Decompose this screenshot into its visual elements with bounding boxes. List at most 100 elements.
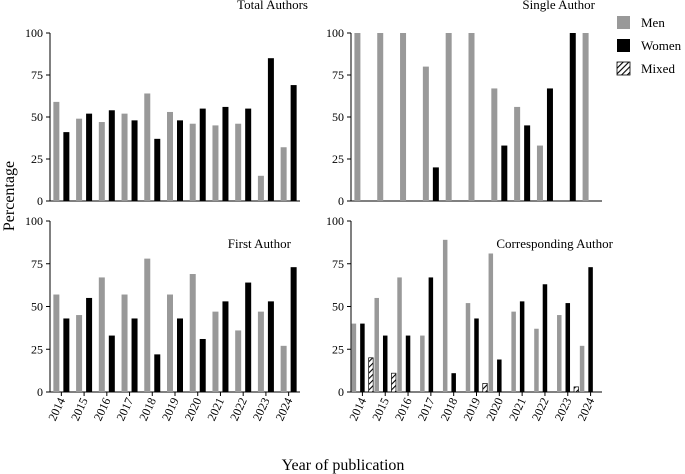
bar-women-2019 (474, 318, 479, 392)
y-tick-label: 25 (31, 152, 43, 166)
panel-title: Corresponding Author (496, 236, 613, 251)
bar-men-2014 (53, 294, 60, 392)
bar-men-2019 (167, 294, 173, 392)
x-tick-label: 2016 (91, 395, 114, 423)
y-tick-label: 75 (31, 257, 43, 271)
bar-women-2020 (497, 359, 502, 392)
panel-title: Single Author (522, 0, 595, 12)
x-axis-label: Year of publication (282, 457, 405, 474)
bar-women-2017 (131, 318, 138, 392)
bar-men-2020 (488, 253, 494, 392)
bar-women-2020 (199, 108, 206, 201)
bar-men-2016 (98, 277, 105, 392)
bar-men-2015 (76, 315, 83, 392)
bar-women-2021 (519, 301, 525, 392)
bar-mixed-2015 (391, 372, 397, 393)
bar-men-2023 (257, 175, 264, 201)
x-tick-label: 2014 (45, 395, 68, 423)
bar-women-2024 (290, 267, 297, 392)
bar-women-2023 (267, 301, 274, 392)
x-tick-label: 2018 (136, 395, 159, 423)
x-tick-label: 2020 (483, 395, 506, 423)
x-tick-label: 2021 (204, 395, 227, 423)
x-tick-label: 2024 (574, 395, 597, 423)
bar-women-2017 (131, 120, 138, 201)
bar-mixed-2023 (573, 386, 579, 393)
bar-women-2015 (382, 335, 388, 392)
bar-women-2019 (177, 120, 183, 201)
chart-panel-1: Total Authors 0 25 50 75 100 (25, 0, 308, 208)
legend-label: Women (641, 38, 682, 53)
y-tick-label: 75 (31, 68, 43, 82)
y-tick-label: 50 (31, 110, 43, 124)
bar-men-2020 (491, 88, 498, 201)
bar-women-2022 (542, 284, 548, 392)
bar-men-2020 (189, 274, 196, 392)
x-tick-label: 2019 (159, 395, 182, 423)
bar-men-2019 (167, 111, 173, 201)
x-tick-label: 2022 (529, 395, 552, 423)
bar-men-2015 (76, 118, 83, 201)
bar-men-2024 (280, 147, 287, 201)
legend-swatch (616, 61, 631, 76)
bar-men-2015 (374, 297, 379, 392)
bar-women-2018 (154, 138, 161, 201)
y-tick-label: 100 (25, 26, 43, 40)
bar-men-2021 (511, 311, 516, 392)
legend-swatch (617, 39, 630, 52)
y-tick-label: 25 (332, 342, 344, 356)
x-tick-label: 2015 (68, 395, 91, 423)
bar-men-2023 (257, 311, 264, 392)
legend-swatch (617, 16, 630, 29)
x-tick-label: 2014 (346, 395, 369, 423)
bar-women-2014 (63, 132, 70, 201)
bar-men-2018 (445, 33, 452, 201)
y-axis-label: Percentage (1, 161, 18, 231)
y-tick-label: 75 (332, 68, 344, 82)
bar-women-2021 (222, 301, 229, 392)
bar-women-2022 (245, 282, 252, 392)
x-tick-label: 2018 (438, 395, 461, 423)
bar-men-2018 (144, 258, 151, 392)
y-tick-label: 100 (25, 214, 43, 228)
bar-men-2017 (121, 113, 128, 201)
x-tick-label: 2017 (415, 395, 438, 423)
legend-label: Mixed (641, 61, 675, 76)
bar-women-2016 (405, 335, 411, 392)
bar-men-2024 (579, 345, 585, 392)
bar-women-2016 (108, 335, 115, 392)
x-tick-label: 2017 (113, 395, 136, 423)
bar-women-2014 (360, 323, 365, 392)
bar-men-2014 (53, 101, 60, 201)
bar-women-2023 (267, 58, 274, 202)
bar-women-2021 (524, 125, 531, 201)
x-tick-label: 2019 (460, 395, 483, 423)
bar-women-2023 (569, 33, 576, 201)
x-tick-label: 2023 (552, 395, 575, 423)
bar-men-2017 (121, 294, 128, 392)
bar-men-2022 (235, 330, 242, 392)
y-tick-label: 25 (31, 342, 43, 356)
x-tick-label: 2015 (369, 395, 392, 423)
y-tick-label: 0 (37, 194, 43, 208)
bar-women-2018 (154, 354, 161, 392)
bar-women-2022 (245, 108, 252, 201)
bar-women-2023 (565, 303, 571, 392)
bar-men-2018 (144, 93, 151, 201)
legend: Men Women Mixed (616, 15, 682, 76)
bar-men-2015 (377, 33, 384, 201)
bar-women-2022 (546, 88, 553, 201)
legend-label: Men (641, 15, 665, 30)
bar-men-2024 (582, 33, 589, 201)
bar-women-2017 (428, 277, 434, 392)
bar-women-2017 (432, 167, 439, 201)
bar-men-2021 (212, 125, 219, 201)
bar-men-2019 (465, 303, 471, 392)
bar-mixed-2019 (482, 383, 488, 393)
bar-men-2023 (557, 315, 562, 392)
bar-men-2016 (397, 277, 402, 392)
x-tick-label: 2016 (392, 395, 415, 423)
bar-men-2019 (468, 33, 475, 201)
